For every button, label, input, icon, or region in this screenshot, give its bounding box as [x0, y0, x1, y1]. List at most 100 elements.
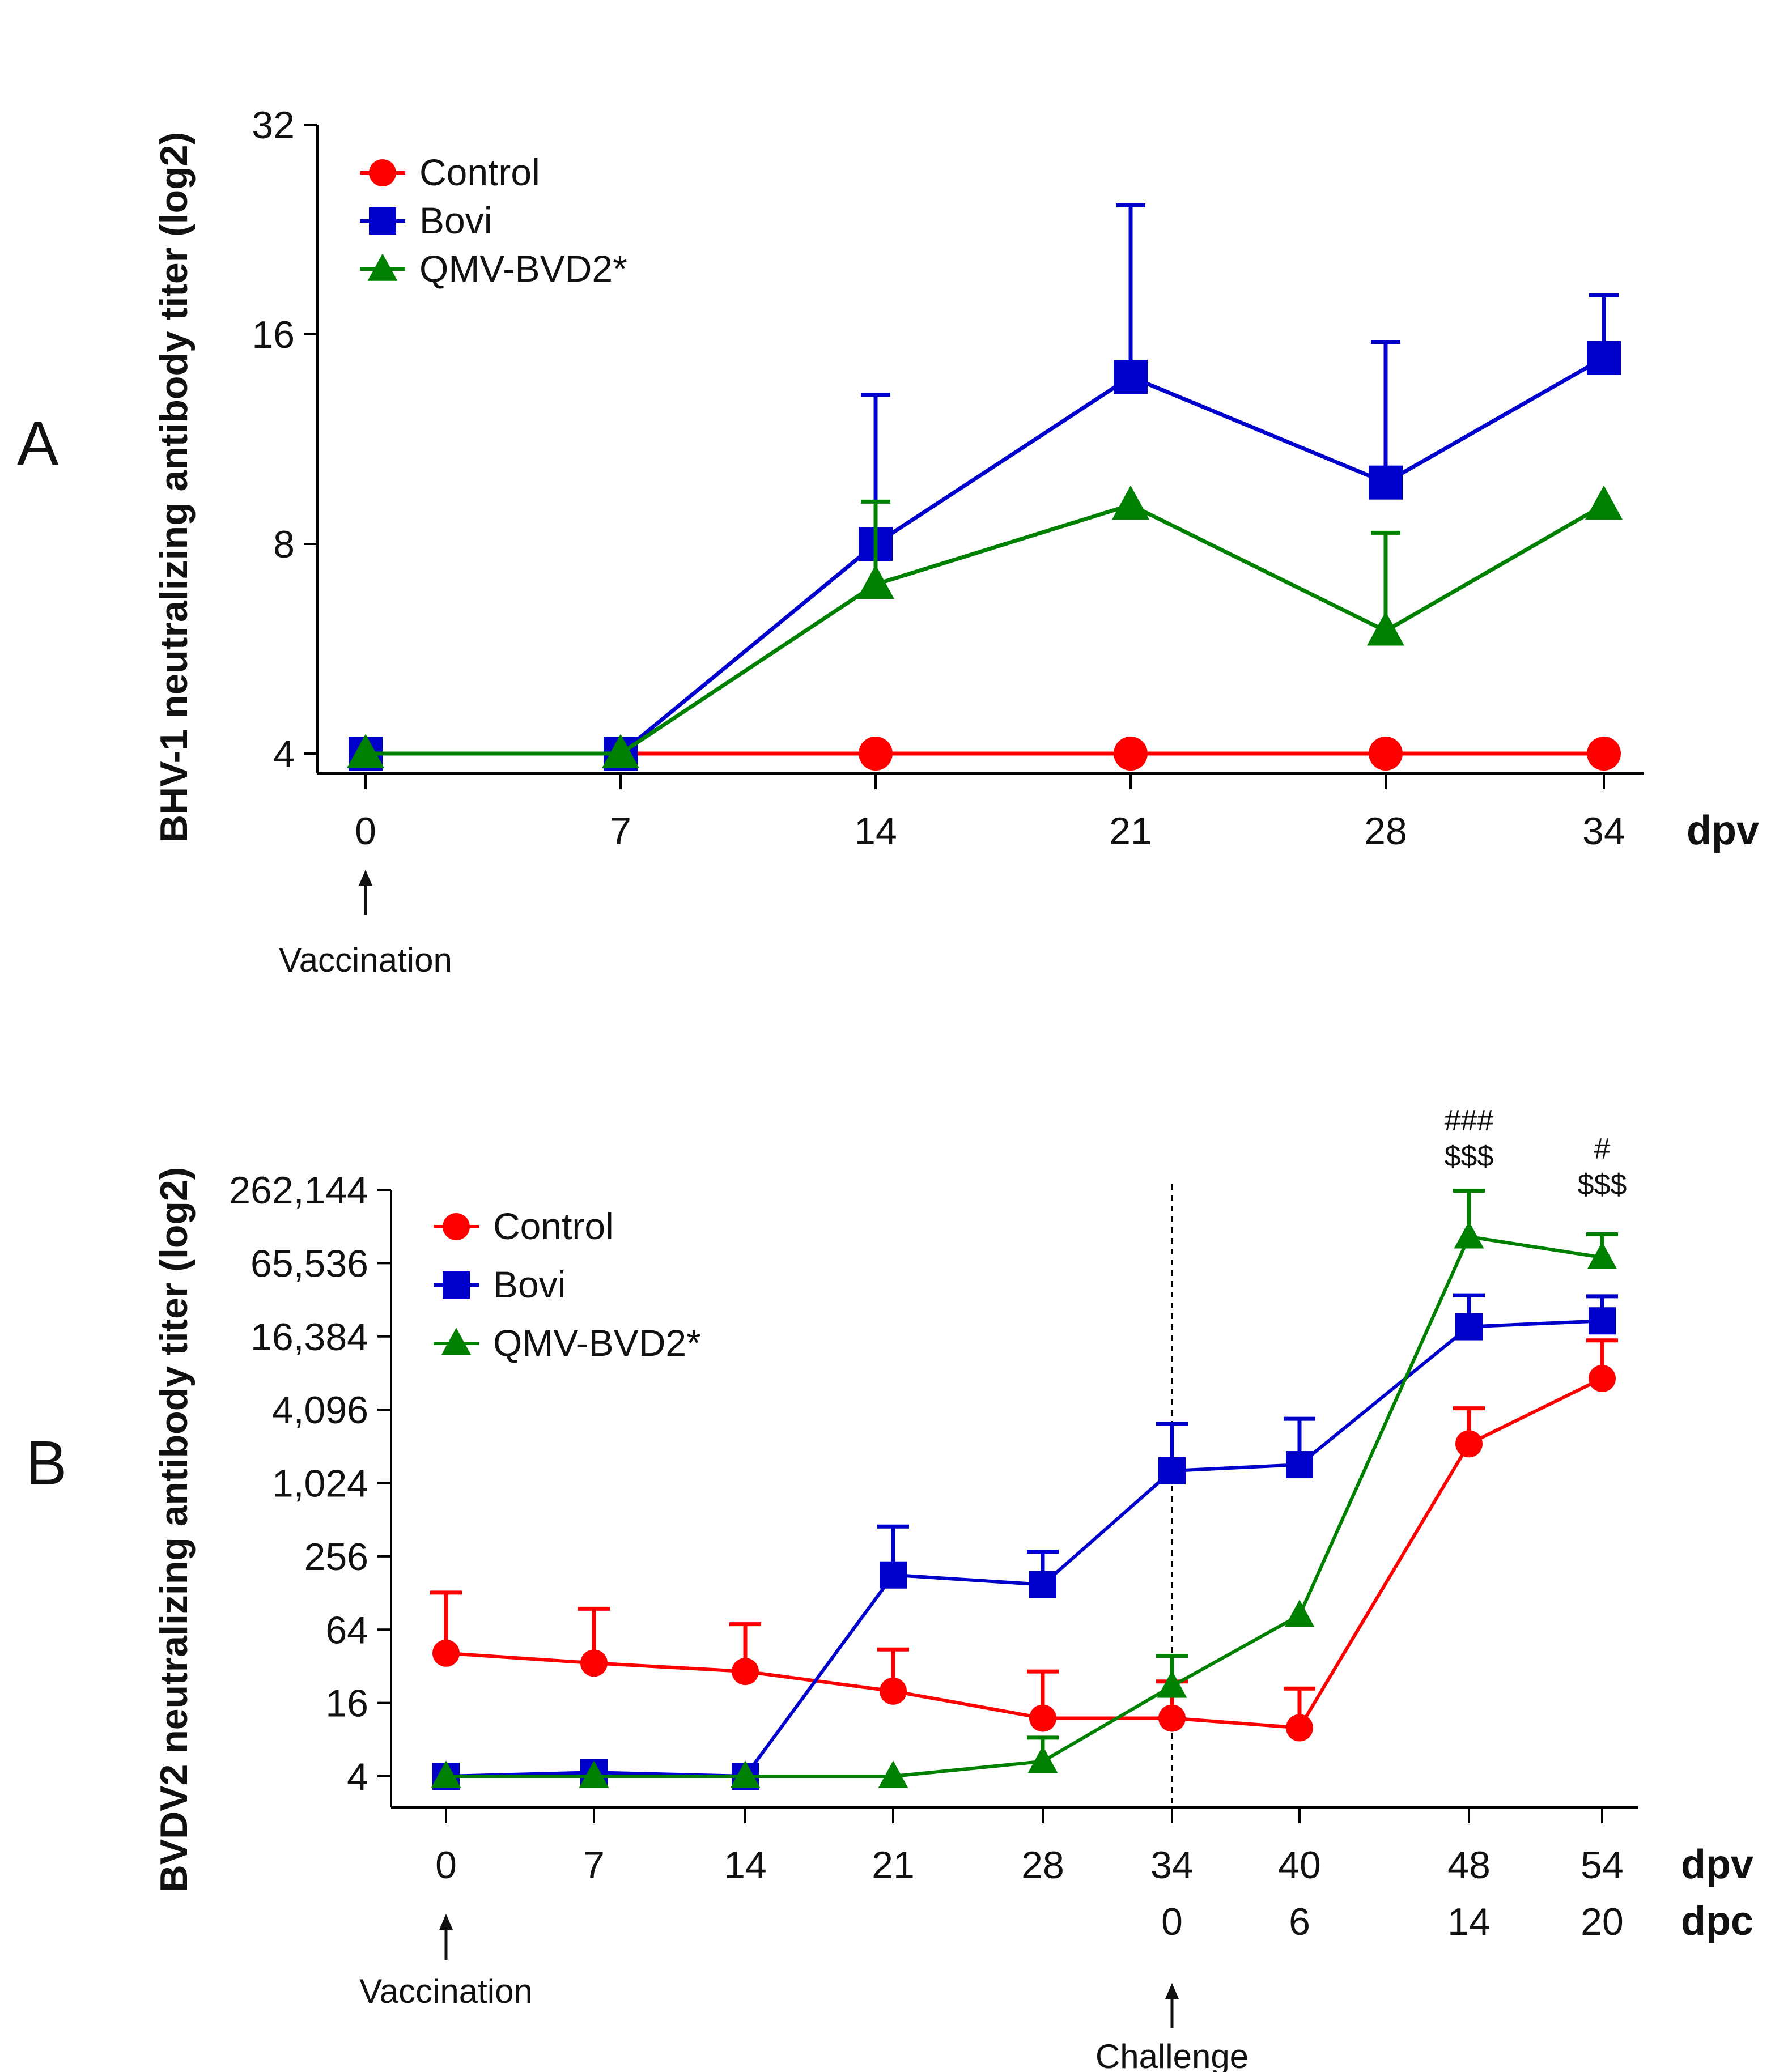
legend-label: QMV-BVD2*	[419, 248, 627, 290]
y-tick-label: 16,384	[250, 1316, 368, 1359]
series-bovi	[432, 1293, 1618, 1790]
data-point	[1367, 611, 1404, 646]
y-tick-label: 4	[273, 733, 295, 776]
data-point	[1455, 1313, 1483, 1341]
panel-label: A	[17, 409, 59, 478]
y-tick-label: 4,096	[272, 1389, 368, 1432]
legend-label: QMV-BVD2*	[493, 1322, 701, 1364]
x-tick-label: 34	[1582, 810, 1625, 853]
legend-label: Control	[493, 1205, 614, 1247]
legend-label: Bovi	[419, 199, 492, 241]
data-point	[1158, 1457, 1186, 1484]
x-tick-label: 21	[1109, 810, 1152, 853]
x-tick-label: 21	[872, 1844, 915, 1887]
arrow-head	[439, 1914, 453, 1930]
y-tick-label: 16	[325, 1682, 368, 1725]
x-tick-label: 0	[435, 1844, 457, 1887]
series-line	[445, 1377, 1603, 1730]
data-point	[1587, 737, 1621, 771]
series-control	[430, 1338, 1618, 1742]
data-point	[1585, 485, 1623, 520]
data-point	[1029, 1571, 1056, 1598]
data-point	[880, 1677, 907, 1705]
challenge-arrow	[1165, 1983, 1179, 2028]
data-point	[880, 1561, 907, 1589]
y-tick-label: 65,536	[250, 1242, 368, 1285]
legend-marker	[369, 159, 396, 186]
data-point	[1114, 360, 1148, 394]
x2-tick-label: 0	[1161, 1900, 1183, 1943]
x2-unit-label: dpc	[1681, 1899, 1753, 1944]
y-tick-label: 16	[252, 313, 295, 356]
x-tick-label: 54	[1581, 1844, 1624, 1887]
significance-label: $$$	[1445, 1140, 1494, 1173]
data-point	[732, 1658, 759, 1686]
data-point	[857, 564, 894, 599]
data-point	[1114, 737, 1148, 771]
legend-label: Bovi	[493, 1263, 566, 1305]
series-line	[445, 1319, 1603, 1778]
panel-a: A BHV-1 neutralizing antibody titer (log2…	[17, 104, 1759, 979]
data-point	[579, 1760, 609, 1788]
legend-item-bovi: Bovi	[360, 199, 492, 241]
legend-item-bovi: Bovi	[434, 1263, 566, 1305]
x2-tick-label: 20	[1581, 1900, 1624, 1943]
y-tick-label: 256	[304, 1535, 368, 1579]
legend-item-qmv-bvd2: QMV-BVD2*	[360, 248, 627, 290]
data-point	[1589, 1364, 1616, 1392]
data-point	[1286, 1451, 1313, 1479]
y-tick-label: 32	[252, 104, 295, 147]
data-point	[1454, 1221, 1484, 1249]
legend-label: Control	[419, 151, 540, 193]
x2-tick-label: 14	[1447, 1900, 1491, 1943]
vaccination-arrow	[439, 1914, 453, 1960]
data-point	[431, 1760, 461, 1788]
legend: Control Bovi QMV-BVD2*	[360, 151, 627, 290]
data-point	[1157, 1670, 1187, 1698]
challenge-label: Challenge	[1095, 2037, 1249, 2072]
y-tick-label: 1,024	[272, 1462, 368, 1505]
legend-item-qmv-bvd2: QMV-BVD2*	[434, 1322, 701, 1364]
x-tick-label: 28	[1021, 1844, 1064, 1887]
legend: Control Bovi QMV-BVD2*	[434, 1205, 701, 1364]
x-tick-label: 28	[1364, 810, 1407, 853]
series-bovi	[349, 203, 1621, 771]
y-tick-label: 64	[325, 1609, 368, 1652]
x-tick-label: 34	[1150, 1844, 1194, 1887]
x-unit-label: dpv	[1681, 1842, 1753, 1887]
data-point	[1027, 1746, 1058, 1773]
data-point	[1029, 1704, 1056, 1732]
series-line	[366, 503, 1605, 756]
data-point	[878, 1760, 908, 1788]
x-tick-label: 48	[1447, 1844, 1491, 1887]
significance-label: ###	[1445, 1104, 1494, 1137]
legend-marker	[443, 1271, 470, 1299]
legend-marker	[369, 207, 396, 235]
data-point	[347, 734, 384, 768]
series-line	[446, 1235, 1603, 1778]
x-tick-label: 14	[724, 1844, 767, 1887]
data-point	[1284, 1599, 1315, 1627]
series-qmv-bvd2	[347, 485, 1623, 768]
significance-label: #	[1594, 1133, 1611, 1165]
significance-label: $$$	[1578, 1168, 1627, 1201]
x-unit-label: dpv	[1687, 808, 1759, 853]
x-tick-label: 14	[854, 810, 897, 853]
x2-tick-label: 6	[1289, 1900, 1310, 1943]
data-point	[859, 737, 893, 771]
y-tick-label: 4	[347, 1755, 368, 1798]
legend-marker	[443, 1213, 470, 1240]
data-point	[1286, 1714, 1313, 1742]
panel-b: B BVDV2 neutralizing antibody titer (log2…	[26, 1104, 1753, 2072]
data-point	[602, 734, 639, 768]
series-qmv-bvd2	[431, 1188, 1618, 1788]
x-tick-label: 7	[610, 810, 631, 853]
data-point	[1112, 485, 1149, 520]
arrow-head	[1165, 1983, 1179, 1999]
legend-marker	[367, 253, 398, 281]
series-line	[366, 356, 1605, 756]
data-point	[1587, 341, 1621, 375]
y-axis-label: BHV-1 neutralizing antibody titer (log2)	[152, 132, 196, 843]
y-axis-label: BVDV2 neutralizing antibody titer (log2)	[152, 1167, 196, 1893]
